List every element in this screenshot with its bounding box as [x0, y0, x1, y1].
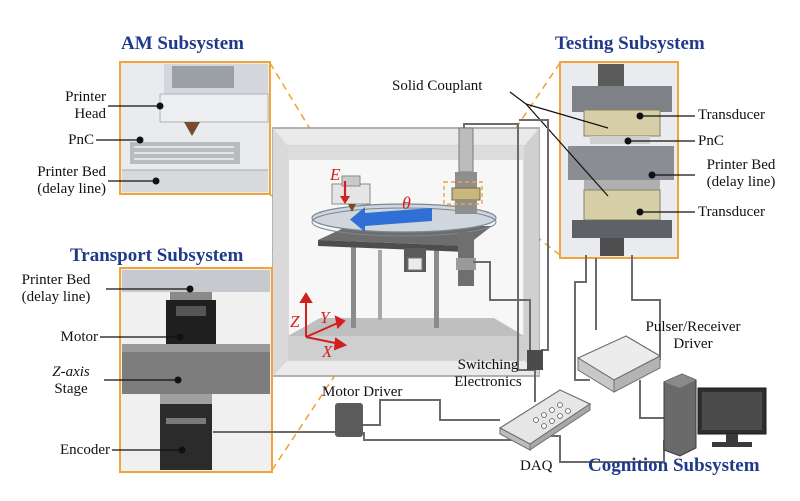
motor-driver-box — [335, 403, 363, 437]
computer — [663, 373, 767, 457]
transducer-bottom-label: Transducer — [698, 204, 765, 220]
pulser-receiver-box — [576, 335, 662, 393]
transport-printer-bed-label: Printer Bed (delay line) — [21, 272, 91, 305]
switching-electronics-box — [527, 350, 543, 370]
testing-leader-dots — [624, 112, 656, 216]
axis-x-label: X — [322, 342, 333, 361]
rotation-arrow — [350, 207, 432, 232]
cognition-subsystem-title: Cognition Subsystem — [588, 455, 760, 476]
printer-head-label: Printer Head — [65, 89, 106, 122]
coordinate-axes — [299, 292, 348, 351]
am-pnc-label: PnC — [68, 132, 94, 148]
pulser-receiver-label: Pulser/Receiver Driver — [645, 319, 741, 352]
am-subsystem-title: AM Subsystem — [121, 33, 244, 54]
transport-leaders — [100, 288, 190, 451]
transport-leader-dots — [174, 285, 194, 454]
testing-printer-bed-label: Printer Bed (delay line) — [706, 157, 776, 190]
daq-label: DAQ — [520, 458, 553, 474]
am-leaders — [96, 105, 160, 182]
am-leader-dots — [136, 102, 164, 185]
encoder-label: Encoder — [60, 442, 110, 458]
testing-pnc-label: PnC — [698, 133, 724, 149]
axis-z-label: Z — [290, 312, 300, 331]
motor-label: Motor — [60, 329, 99, 345]
am-printer-bed-label: Printer Bed (delay line) — [37, 164, 106, 197]
transport-subsystem-title: Transport Subsystem — [70, 245, 244, 266]
testing-panel — [559, 61, 679, 259]
motor-driver-label: Motor Driver — [322, 384, 403, 400]
printer-enclosure — [272, 127, 540, 377]
daq-device — [498, 389, 592, 451]
transport-panel — [119, 267, 273, 473]
e-label: E — [330, 165, 341, 184]
switching-electronics-label: Switching Electronics — [454, 357, 522, 390]
theta-label: θ — [402, 193, 411, 213]
z-stage-label: Z-axis Stage — [52, 364, 90, 397]
testing-leaders — [628, 115, 695, 213]
testing-subsystem-title: Testing Subsystem — [555, 33, 705, 54]
solid-couplant-label: Solid Couplant — [392, 78, 483, 94]
transducer-top-label: Transducer — [698, 107, 765, 123]
cables — [213, 119, 665, 463]
e-arrow-head — [340, 196, 350, 204]
axis-y-label: Y — [320, 308, 330, 327]
am-panel — [119, 61, 271, 195]
